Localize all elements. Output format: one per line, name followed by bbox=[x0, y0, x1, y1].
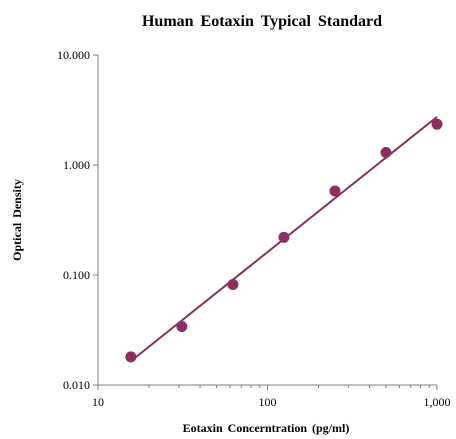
x-axis-title: Eotaxin Concerntration (pg/ml) bbox=[183, 421, 350, 435]
chart-title: Human Eotaxin Typical Standard bbox=[142, 13, 382, 30]
y-tick-label: 0.100 bbox=[63, 268, 90, 282]
x-axis-ticks: 10 100 1,000 bbox=[92, 385, 451, 409]
data-point bbox=[431, 118, 443, 130]
data-point bbox=[227, 278, 239, 290]
y-tick-label: 10.000 bbox=[57, 48, 90, 62]
y-tick-label: 1.000 bbox=[63, 158, 90, 172]
y-axis-title: Optical Density bbox=[10, 179, 24, 261]
data-point bbox=[380, 146, 392, 158]
data-point bbox=[278, 231, 290, 243]
data-point bbox=[176, 321, 188, 333]
x-tick-label: 10 bbox=[92, 395, 104, 409]
y-tick-label: 0.010 bbox=[63, 378, 90, 392]
data-points-layer bbox=[125, 118, 443, 363]
x-tick-label: 1,000 bbox=[424, 395, 451, 409]
x-tick-label: 100 bbox=[259, 395, 277, 409]
y-axis-ticks: 0.010 0.100 1.000 10.000 bbox=[57, 48, 98, 392]
data-point bbox=[329, 185, 341, 197]
data-point bbox=[125, 351, 137, 363]
